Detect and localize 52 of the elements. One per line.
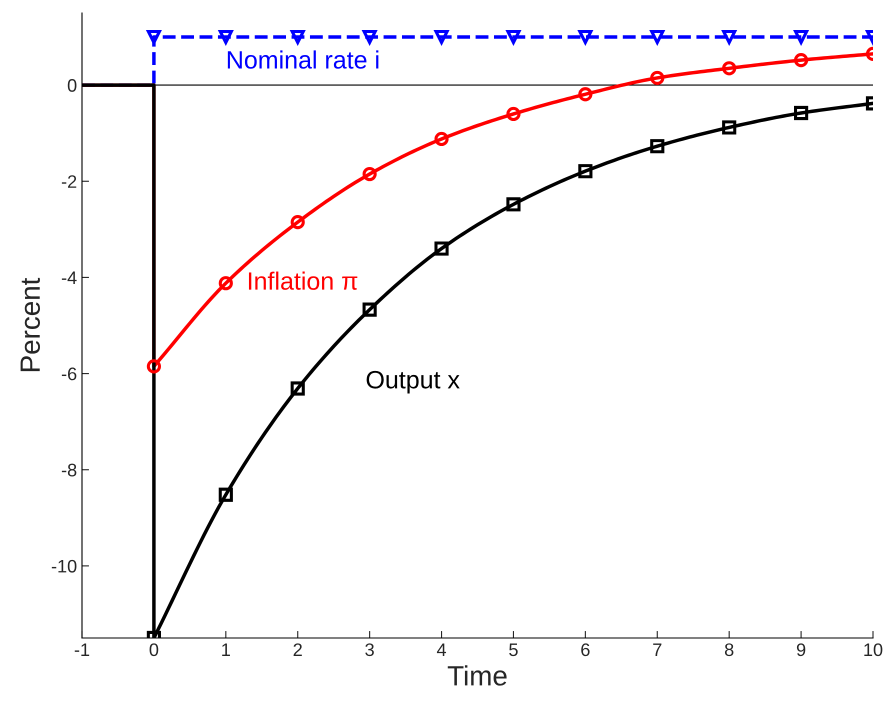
series-label: Inflation π <box>248 272 358 290</box>
point <box>506 30 521 44</box>
x-tick-label: 5 <box>509 644 518 656</box>
point <box>290 215 305 230</box>
point <box>794 106 808 120</box>
y-axis-title: Percent <box>20 278 40 372</box>
point <box>290 381 305 396</box>
point <box>434 30 449 44</box>
point <box>362 302 377 317</box>
point <box>578 164 592 178</box>
point <box>218 276 233 290</box>
point <box>506 197 521 212</box>
point <box>722 120 736 135</box>
point <box>146 359 161 374</box>
point <box>218 30 233 44</box>
point <box>434 132 449 146</box>
point <box>146 30 161 44</box>
point <box>362 30 377 44</box>
y-tick-label: -8 <box>62 464 76 476</box>
x-tick-label: 3 <box>365 643 374 656</box>
x-tick-label: 2 <box>294 643 302 656</box>
x-tick-label: 9 <box>796 643 806 656</box>
point <box>722 61 736 76</box>
point <box>650 30 664 44</box>
point <box>650 139 664 154</box>
series-label: Output x <box>366 370 460 394</box>
point <box>794 30 808 44</box>
point <box>362 166 377 182</box>
series-label: Nominal rate i <box>228 50 378 69</box>
point <box>434 241 449 256</box>
point <box>794 53 808 68</box>
y-tick-label: -2 <box>62 175 76 188</box>
x-tick-label: -1 <box>74 644 90 656</box>
y-tick-label: 0 <box>68 79 76 92</box>
point <box>650 70 664 85</box>
point <box>578 30 592 44</box>
x-tick-label: 1 <box>222 644 230 656</box>
x-tick-label: 7 <box>653 644 662 656</box>
x-tick-label: 4 <box>436 644 446 656</box>
point <box>506 106 521 122</box>
y-tick-label: -4 <box>62 272 77 284</box>
y-tick-label: -10 <box>52 560 76 573</box>
x-tick-label: 8 <box>724 643 734 656</box>
x-axis-title: Time <box>448 665 507 686</box>
x-tick-label: 10 <box>864 643 882 656</box>
point <box>218 488 233 502</box>
y-tick-label: -6 <box>62 368 76 380</box>
x-tick-label: 0 <box>150 643 158 656</box>
point <box>290 30 305 44</box>
point <box>722 30 736 44</box>
point <box>578 87 592 102</box>
x-tick-label: 6 <box>581 643 590 656</box>
